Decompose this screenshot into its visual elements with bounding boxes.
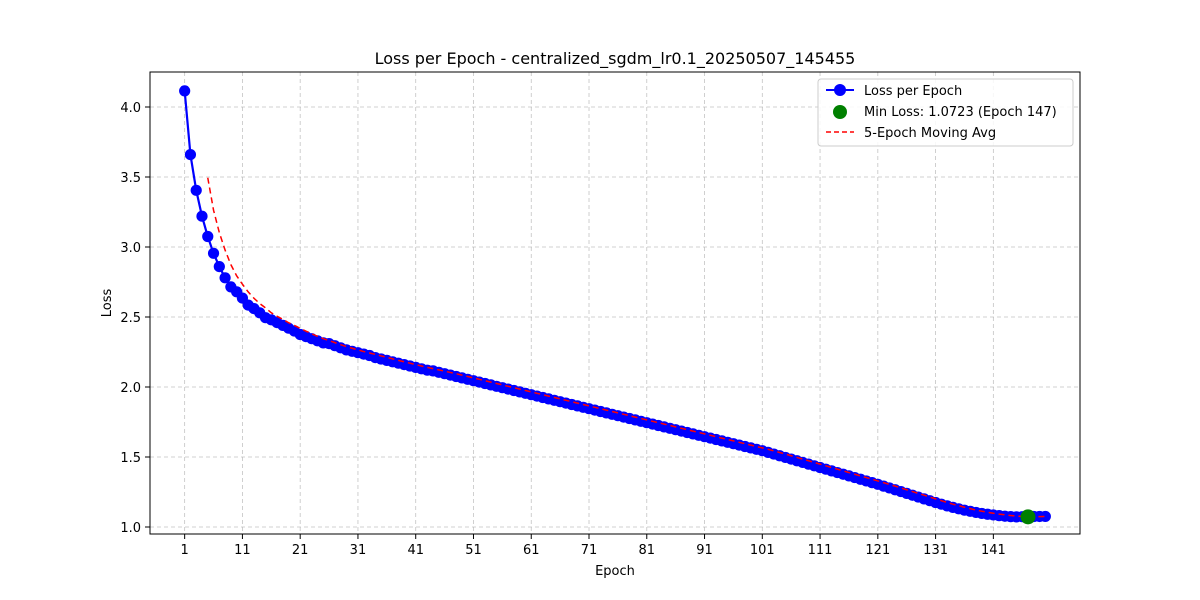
moving-avg-line xyxy=(207,177,1046,518)
x-tick-label: 91 xyxy=(696,543,713,558)
x-tick-label: 61 xyxy=(523,543,540,558)
y-tick-label: 1.0 xyxy=(120,521,141,536)
legend-loss-label: Loss per Epoch xyxy=(864,84,962,99)
loss-series-line xyxy=(183,90,1046,518)
x-tick-label: 41 xyxy=(407,543,424,558)
x-tick-label: 21 xyxy=(292,543,309,558)
min-loss-point xyxy=(1020,509,1036,525)
loss-point xyxy=(179,85,191,97)
y-tick-label: 1.5 xyxy=(120,451,141,466)
x-tick-label: 101 xyxy=(750,543,775,558)
x-tick-label: 51 xyxy=(465,543,482,558)
x-tick-label: 121 xyxy=(865,543,890,558)
loss-point xyxy=(202,230,214,243)
x-axis: 1 11 21 31 41 51 61 71 81 91 101 111 121 131 141 xyxy=(181,534,1006,558)
series-layer xyxy=(179,85,1051,525)
legend: Loss per Epoch Min Loss: 1.0723 (Epoch 1… xyxy=(817,78,1074,147)
x-tick-label: 141 xyxy=(981,543,1006,558)
y-tick-label: 3.0 xyxy=(120,241,141,256)
x-tick-label: 71 xyxy=(581,543,598,558)
legend-moving-avg-label: 5-Epoch Moving Avg xyxy=(864,126,996,141)
loss-point xyxy=(184,149,197,161)
loss-point xyxy=(219,272,231,284)
x-tick-label: 81 xyxy=(638,543,655,558)
legend-box xyxy=(817,78,1074,147)
y-tick-label: 2.0 xyxy=(120,381,141,396)
y-tick-label: 3.5 xyxy=(120,171,141,186)
loss-point xyxy=(207,247,220,259)
chart-title: Loss per Epoch - centralized_sgdm_lr0.1_… xyxy=(375,49,856,69)
loss-point xyxy=(196,210,208,222)
loss-point xyxy=(1039,510,1051,523)
x-tick-label: 131 xyxy=(923,543,948,558)
y-tick-label: 4.0 xyxy=(120,101,141,116)
x-tick-label: 11 xyxy=(234,543,251,558)
grid-lines xyxy=(150,72,1080,534)
x-tick-label: 1 xyxy=(181,543,189,558)
legend-min-marker xyxy=(833,105,847,119)
y-tick-label: 2.5 xyxy=(120,311,141,326)
x-axis-label: Epoch xyxy=(595,564,635,579)
plot-frame xyxy=(149,71,1081,535)
loss-point xyxy=(190,184,202,196)
loss-point xyxy=(213,261,225,273)
x-tick-label: 31 xyxy=(350,543,367,558)
legend-loss-marker xyxy=(834,84,846,96)
legend-min-label: Min Loss: 1.0723 (Epoch 147) xyxy=(864,105,1057,120)
x-tick-label: 111 xyxy=(808,543,833,558)
y-axis: 1.0 1.5 2.0 2.5 3.0 3.5 4.0 xyxy=(120,101,150,536)
y-axis-label: Loss xyxy=(100,289,115,318)
